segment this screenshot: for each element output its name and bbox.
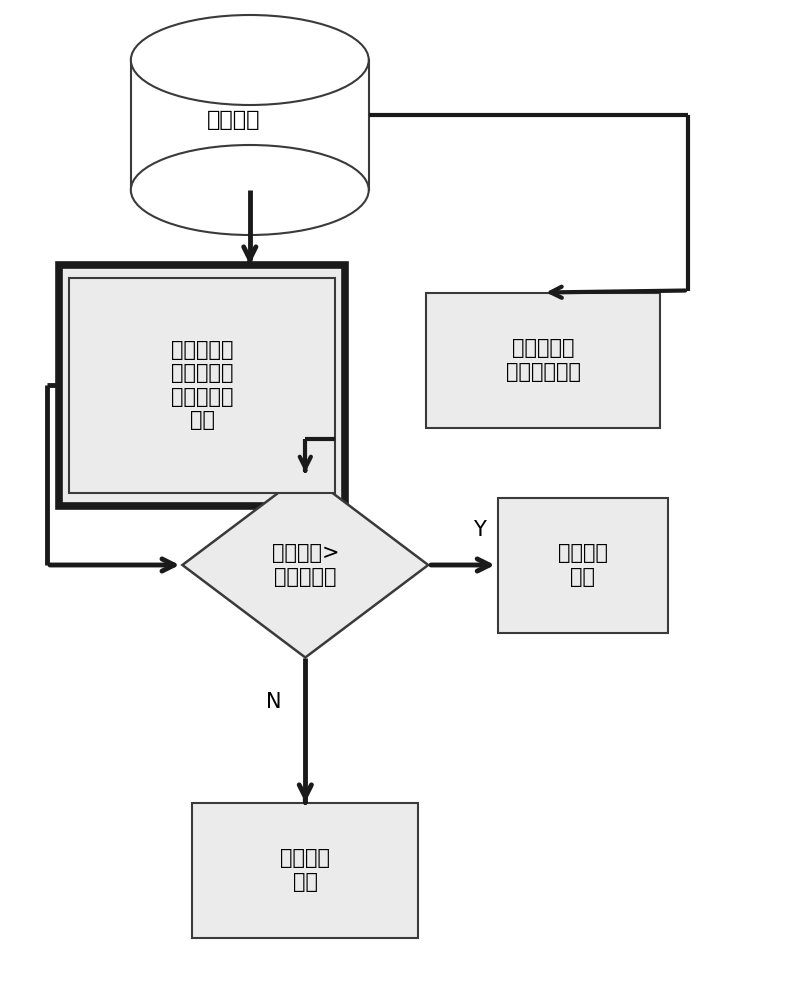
Bar xyxy=(131,60,369,190)
Bar xyxy=(193,802,419,938)
Polygon shape xyxy=(182,473,428,658)
Text: 接收数据: 接收数据 xyxy=(207,110,261,130)
Text: 降低水泵
转速: 降低水泵 转速 xyxy=(280,848,331,892)
Text: 电机热量>
冷却液热量: 电机热量> 冷却液热量 xyxy=(271,543,339,587)
Text: N: N xyxy=(266,692,282,712)
Text: 查询电机工
作点效率，
计算电机发
热量: 查询电机工 作点效率， 计算电机发 热量 xyxy=(171,340,233,430)
Ellipse shape xyxy=(131,15,369,105)
Text: 计算冷却液
散热带走热量: 计算冷却液 散热带走热量 xyxy=(506,338,580,382)
Text: Y: Y xyxy=(473,520,486,540)
Bar xyxy=(427,292,660,428)
Bar xyxy=(59,264,346,506)
Bar xyxy=(498,498,668,633)
Bar xyxy=(69,278,335,493)
Text: 增大水泵
转速: 增大水泵 转速 xyxy=(557,543,608,587)
Ellipse shape xyxy=(131,145,369,235)
